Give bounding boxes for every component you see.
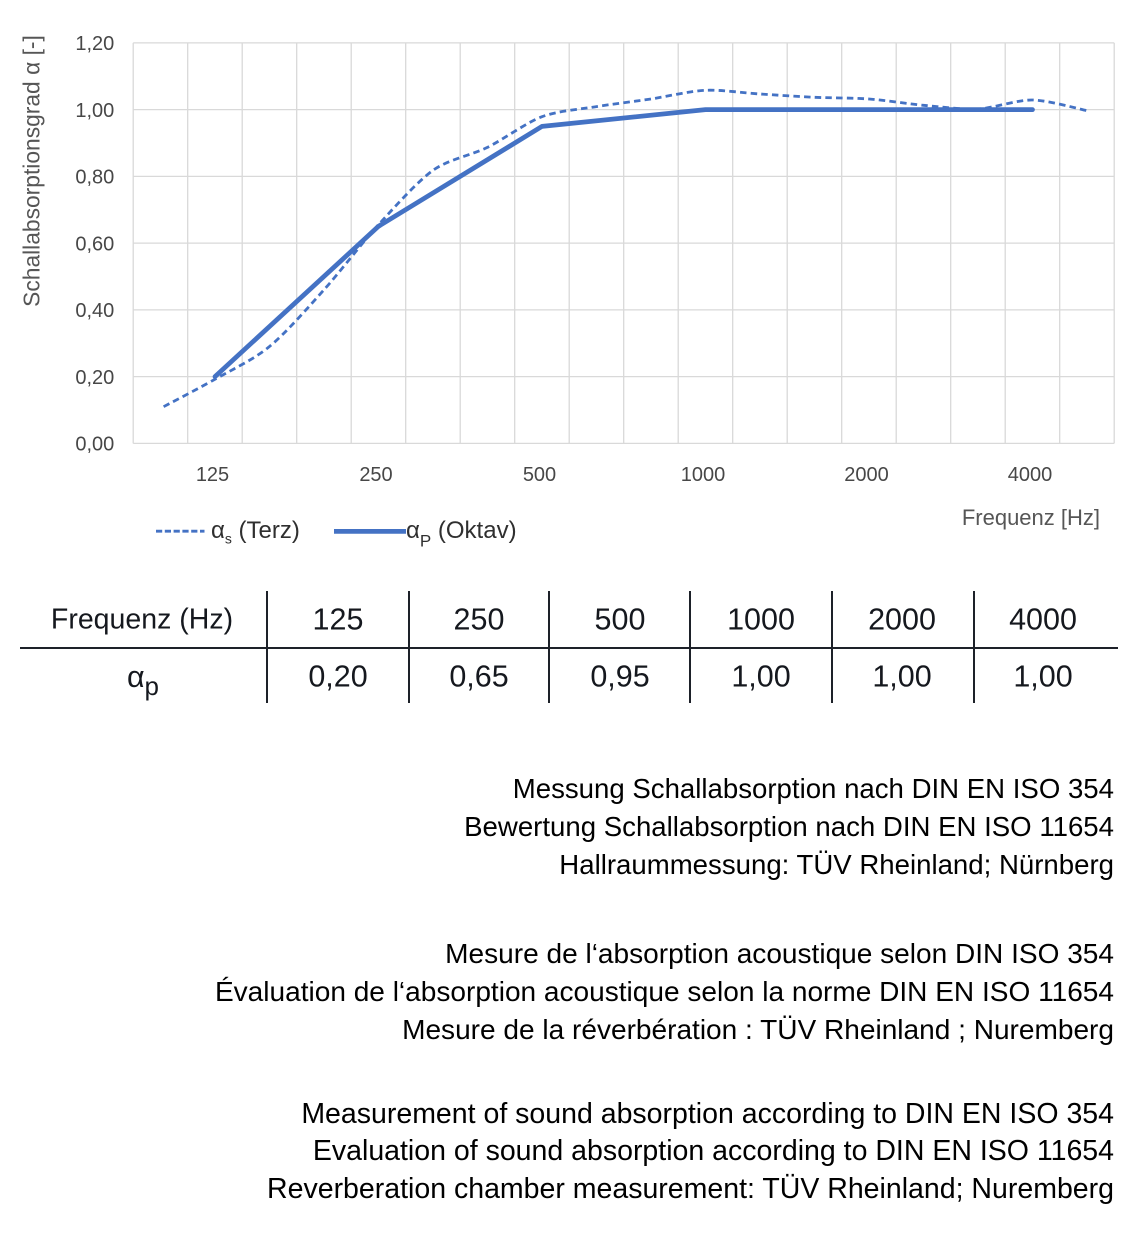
svg-text:0,00: 0,00 xyxy=(75,434,114,456)
svg-text:4000: 4000 xyxy=(1008,464,1053,486)
svg-text:0,20: 0,20 xyxy=(75,367,114,389)
svg-text:1000: 1000 xyxy=(681,464,726,486)
svg-text:2000: 2000 xyxy=(844,464,889,486)
svg-text:1,20: 1,20 xyxy=(75,33,114,55)
svg-text:αs (Terz): αs (Terz) xyxy=(211,517,300,547)
svg-text:αP (Oktav): αP (Oktav) xyxy=(406,517,517,551)
svg-text:500: 500 xyxy=(523,464,556,486)
svg-text:0,80: 0,80 xyxy=(75,167,114,189)
svg-text:Schallabsorptionsgrad α [-]: Schallabsorptionsgrad α [-] xyxy=(19,35,45,307)
svg-text:0,60: 0,60 xyxy=(75,234,114,256)
svg-text:0,40: 0,40 xyxy=(75,300,114,322)
svg-text:250: 250 xyxy=(359,464,392,486)
svg-text:1,00: 1,00 xyxy=(75,100,114,122)
svg-text:Frequenz [Hz]: Frequenz [Hz] xyxy=(962,505,1100,530)
svg-text:125: 125 xyxy=(196,464,229,486)
